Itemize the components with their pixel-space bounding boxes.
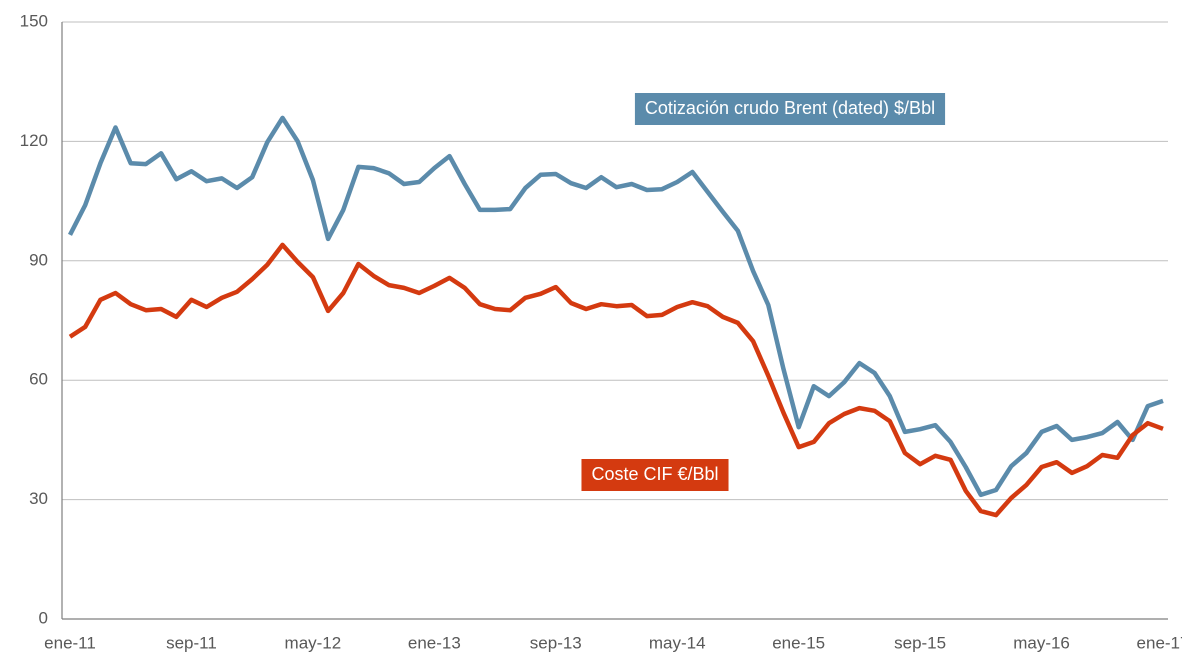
y-tick-label: 0	[39, 608, 48, 627]
y-tick-label: 30	[29, 489, 48, 508]
y-tick-label: 150	[20, 11, 48, 30]
x-tick-label: ene-15	[772, 633, 825, 652]
x-tick-label: sep-15	[894, 633, 946, 652]
x-tick-label: sep-13	[530, 633, 582, 652]
x-tick-label: may-14	[649, 633, 706, 652]
x-tick-label: sep-11	[166, 633, 217, 652]
legend-box	[581, 459, 729, 491]
series-line	[67, 115, 1164, 498]
legend-label: Coste CIF €/Bbl	[591, 464, 718, 484]
series-line	[68, 242, 1164, 518]
y-tick-label: 60	[29, 370, 48, 389]
x-tick-label: may-16	[1013, 633, 1070, 652]
x-tick-label: ene-13	[408, 633, 461, 652]
x-tick-label: ene-11	[44, 633, 96, 652]
legend-box	[634, 93, 946, 125]
y-tick-label: 120	[20, 131, 48, 150]
x-tick-label: may-12	[285, 633, 342, 652]
y-tick-label: 90	[29, 250, 48, 269]
legend-label: Cotización crudo Brent (dated) $/Bbl	[645, 98, 935, 118]
x-tick-label: ene-17	[1137, 633, 1182, 652]
